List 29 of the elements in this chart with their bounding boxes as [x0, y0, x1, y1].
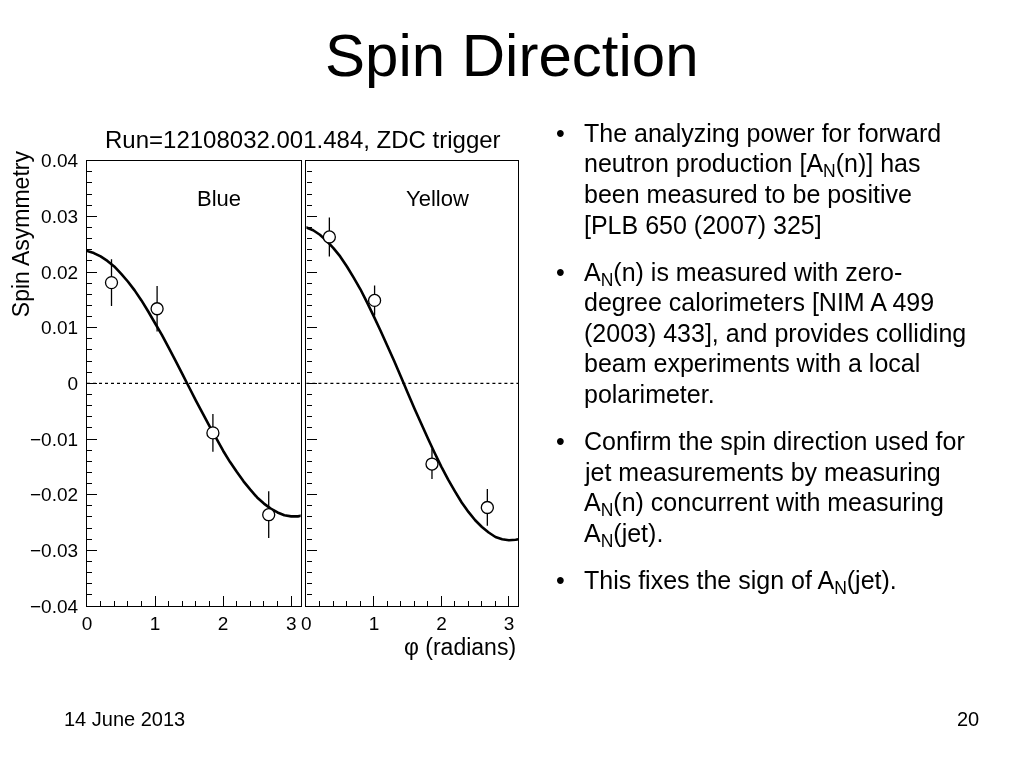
- x-tick-label: 3: [285, 612, 297, 634]
- y-tick-label: 0: [67, 373, 79, 394]
- text: • Confirm the spin direction used for jet measurements by measuring A$_{N}$(n) concurrent with measuring A$_{N}$(jet).: [556, 427, 965, 552]
- y-tick-label: 0.02: [41, 261, 79, 283]
- y-tick-label: −0.04: [29, 595, 79, 617]
- x-tick-label: 2: [436, 612, 447, 634]
- y-tick-label: −0.01: [29, 428, 79, 450]
- annotation: Yellow: [406, 186, 469, 211]
- y-tick-label: 0.03: [41, 206, 79, 228]
- y-axis-title: Spin Asymmetry: [7, 150, 34, 318]
- text: • This fixes the sign of A$_{N}$(jet).: [556, 566, 897, 599]
- x-tick-label: 1: [368, 612, 380, 634]
- y-tick-label: −0.02: [29, 484, 79, 506]
- y-tick-label: 0.01: [41, 317, 79, 339]
- text: Spin Direction: [325, 22, 699, 89]
- x-tick-label: 0: [301, 612, 312, 634]
- text: • The analyzing power for forward neutron production [A$_{N}$(n)] has been measured to be positive [PLB 650 (2007) 325]: [556, 119, 942, 239]
- text: 14 June 2013: [64, 708, 186, 730]
- text: • A$_{N}$(n) is measured with zero-degree calorimeters [NIM A 499 (2003) 433], and provides colliding beam experiments with a local polarimeter.: [556, 258, 967, 408]
- x-tick-label: 1: [149, 612, 161, 634]
- x-tick-label: 2: [217, 612, 229, 634]
- y-tick-label: 0.04: [41, 150, 79, 172]
- y-tick-label: −0.03: [29, 539, 79, 561]
- text: 20: [957, 708, 980, 730]
- x-tick-label: 3: [503, 612, 515, 634]
- annotation: Blue: [197, 186, 242, 211]
- x-axis-title: φ (radians): [404, 634, 517, 660]
- chart-title: Run=12108032.001.484, ZDC trigger: [105, 126, 501, 153]
- x-tick-label: 0: [81, 612, 93, 634]
